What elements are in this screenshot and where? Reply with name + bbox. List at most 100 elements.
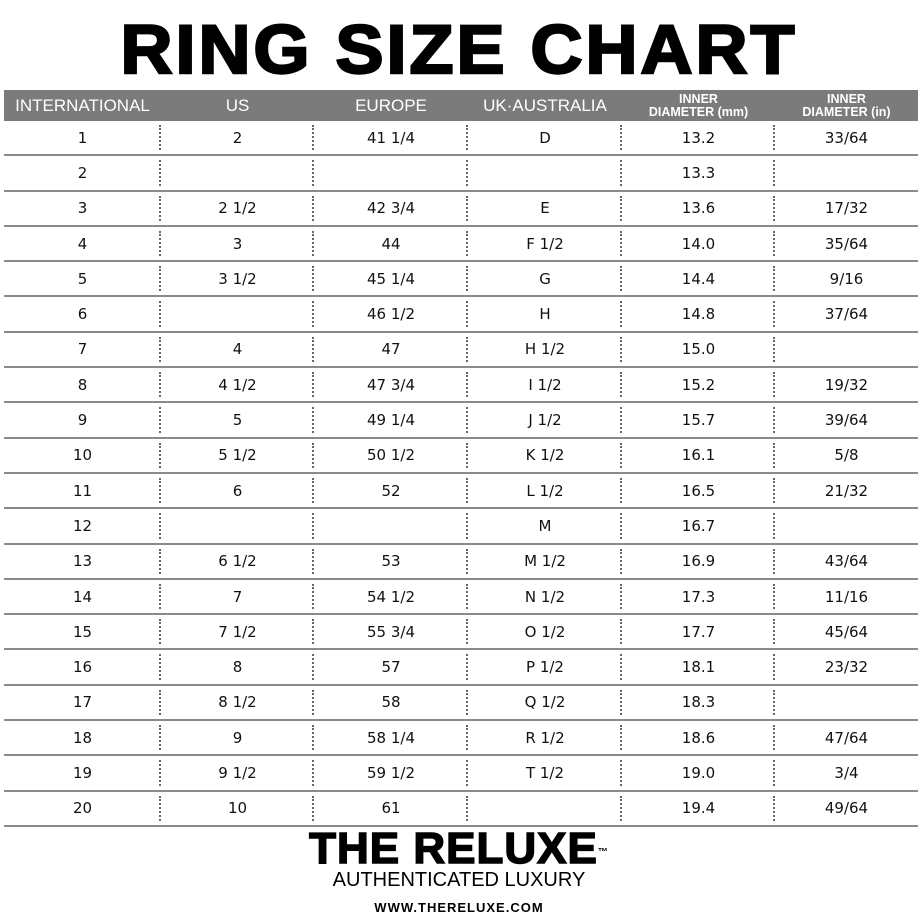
cell-international: 4 [4, 227, 161, 260]
header-us: US [161, 90, 314, 121]
cell-diameter-in: 39/64 [824, 411, 869, 430]
trademark: ™ [597, 847, 609, 858]
table-row: 17 8 1/2 58 Q 1/2 18.3 [4, 686, 918, 722]
cell-international: 16 [4, 650, 161, 683]
cell-diameter-mm: 15.7 [622, 403, 775, 436]
cell-international: 1 [4, 121, 161, 154]
cell-us: 2 [161, 121, 314, 154]
cell-diameter-in: 45/64 [824, 622, 869, 641]
cell-international: 13 [4, 545, 161, 578]
cell-us: 7 [161, 580, 314, 613]
cell-international: 2 [4, 156, 161, 189]
table-row: 13 6 1/2 53 M 1/2 16.9 43/64 [4, 545, 918, 580]
table-row: 6 46 1/2 H 14.8 37/64 [4, 297, 918, 333]
cell-diameter-mm: 18.3 [622, 686, 775, 719]
cell-diameter-mm: 15.2 [622, 368, 775, 401]
cell-uk-australia: P 1/2 [468, 650, 622, 683]
cell-diameter-in: 11/16 [824, 587, 869, 606]
cell-uk-australia: N 1/2 [468, 580, 622, 613]
header-line: INNER [679, 91, 718, 106]
table-row: 15 7 1/2 55 3/4 O 1/2 17.7 45/64 [4, 615, 918, 651]
cell-international: 14 [4, 580, 161, 613]
cell-uk-australia: G [468, 262, 622, 295]
table-header: INTERNATIONAL US EUROPE UK·AUSTRALIA INNER DI… [4, 90, 918, 121]
table-row: 2 13.3 [4, 156, 918, 192]
cell-europe: 41 1/4 [314, 121, 468, 154]
cell-diameter-in: 37/64 [824, 305, 869, 324]
cell-international: 18 [4, 721, 161, 754]
cell-diameter-mm: 16.5 [622, 474, 775, 507]
cell-us: 5 1/2 [161, 439, 314, 472]
cell-uk-australia: I 1/2 [468, 368, 622, 401]
cell-diameter-in: 35/64 [824, 234, 869, 253]
cell-international: 15 [4, 615, 161, 648]
cell-uk-australia [468, 156, 622, 189]
cell-diameter-in: 5/8 [834, 446, 859, 465]
cell-uk-australia: T 1/2 [468, 756, 622, 789]
brand-url[interactable]: WWW.THERELUXE.COM [374, 900, 544, 915]
cell-us: 4 [161, 333, 314, 366]
cell-europe: 61 [314, 792, 468, 825]
cell-uk-australia: F 1/2 [468, 227, 622, 260]
cell-international: 11 [4, 474, 161, 507]
cell-diameter-in [775, 156, 918, 189]
cell-diameter-mm: 17.7 [622, 615, 775, 648]
cell-uk-australia: O 1/2 [468, 615, 622, 648]
table-row: 11 6 52 L 1/2 16.5 21/32 [4, 474, 918, 510]
cell-diameter-mm: 17.3 [622, 580, 775, 613]
cell-uk-australia: K 1/2 [468, 439, 622, 472]
cell-diameter-in: 17/32 [824, 199, 869, 218]
cell-europe: 50 1/2 [314, 439, 468, 472]
cell-uk-australia: R 1/2 [468, 721, 622, 754]
cell-diameter-mm: 19.0 [622, 756, 775, 789]
cell-diameter-mm: 18.1 [622, 650, 775, 683]
cell-diameter-mm: 16.1 [622, 439, 775, 472]
cell-us: 9 [161, 721, 314, 754]
cell-us: 6 [161, 474, 314, 507]
cell-uk-australia: M [468, 509, 622, 542]
cell-diameter-mm: 19.4 [622, 792, 775, 825]
cell-international: 9 [4, 403, 161, 436]
cell-uk-australia: L 1/2 [468, 474, 622, 507]
header-international: INTERNATIONAL [4, 90, 161, 121]
cell-europe: 59 1/2 [314, 756, 468, 789]
cell-us [161, 156, 314, 189]
cell-international: 5 [4, 262, 161, 295]
table-row: 4 3 44 F 1/2 14.0 35/64 [4, 227, 918, 263]
cell-international: 12 [4, 509, 161, 542]
brand-logo: THE RELUXE™ AUTHENTICATED LUXURY WWW.THE… [0, 825, 918, 915]
cell-europe: 47 3/4 [314, 368, 468, 401]
cell-europe: 42 3/4 [314, 192, 468, 225]
cell-europe: 46 1/2 [314, 297, 468, 330]
cell-diameter-in: 47/64 [824, 728, 869, 747]
cell-uk-australia: H 1/2 [468, 333, 622, 366]
cell-diameter-in: 21/32 [824, 481, 869, 500]
cell-uk-australia: E [468, 192, 622, 225]
cell-us: 10 [161, 792, 314, 825]
cell-europe: 52 [314, 474, 468, 507]
cell-diameter-in [775, 509, 918, 542]
cell-diameter-mm: 15.0 [622, 333, 775, 366]
cell-international: 3 [4, 192, 161, 225]
cell-us: 7 1/2 [161, 615, 314, 648]
cell-diameter-in [775, 333, 918, 366]
header-label: DIAMETER (in) [802, 104, 891, 119]
cell-international: 17 [4, 686, 161, 719]
cell-uk-australia: H [468, 297, 622, 330]
table-row: 12 M 16.7 [4, 509, 918, 545]
header-diameter-in: INNER DIAMETER (in) [775, 90, 918, 121]
cell-europe: 49 1/4 [314, 403, 468, 436]
header-uk-australia: UK·AUSTRALIA [468, 90, 622, 121]
cell-diameter-in: 19/32 [824, 375, 869, 394]
cell-europe: 58 1/4 [314, 721, 468, 754]
cell-us: 4 1/2 [161, 368, 314, 401]
cell-international: 7 [4, 333, 161, 366]
table-row: 1 2 41 1/4 D 13.2 33/64 [4, 121, 918, 157]
cell-us: 6 1/2 [161, 545, 314, 578]
size-table: 1 2 41 1/4 D 13.2 33/64 2 13.3 3 2 1/2 42 3/4 E 13.6… [4, 121, 918, 827]
cell-europe: 58 [314, 686, 468, 719]
cell-diameter-mm: 18.6 [622, 721, 775, 754]
